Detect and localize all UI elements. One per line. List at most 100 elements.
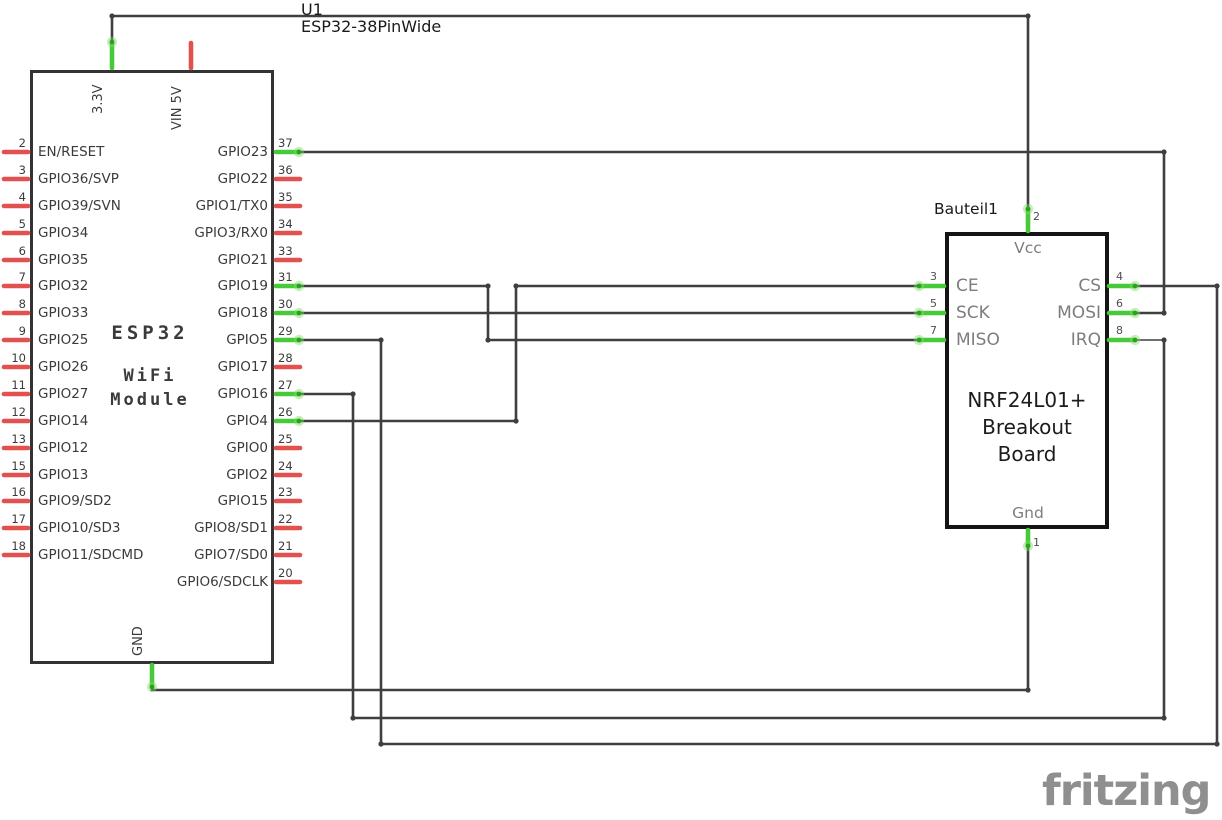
esp32-designator[interactable]: U1 [301,0,323,19]
pin-label: GPIO16 [217,386,268,402]
pin-label: GPIO5 [226,332,268,348]
nrf-pin-number: 3 [930,270,937,283]
pin-label: GPIO25 [38,332,89,348]
pin-label: EN/RESET [38,144,105,160]
pin-number: 6 [18,244,26,258]
pin-number: 21 [278,539,293,553]
pin-label: GPIO27 [38,386,89,402]
nrf24-component-body[interactable] [945,232,1109,529]
esp32-subtitle-line2: Module [110,390,190,410]
nrf24-designator[interactable]: Bauteil1 [934,200,999,218]
nrf-pin-label: CE [956,276,979,296]
pin-label: GPIO0 [226,440,268,456]
pin-label: GPIO13 [38,467,89,483]
pin-label: GPIO26 [38,359,89,375]
pin-number: 4 [18,190,26,204]
nrf-pin-label: CS [1078,276,1101,296]
nrf-title-line2: Breakout [982,415,1072,439]
pin-label: GPIO9/SD2 [38,493,112,509]
nrf-pin-number: 1 [1033,536,1040,549]
pin-label: GPIO1/TX0 [195,198,268,214]
nrf-pin-number: 2 [1033,210,1040,223]
esp32-part-name[interactable]: ESP32-38PinWide [301,17,442,36]
pin-label: GPIO32 [38,278,89,294]
pin-number: 7 [18,270,26,284]
pin-label: GPIO12 [38,440,89,456]
pin-label: GPIO14 [38,413,89,429]
pin-label: GPIO33 [38,305,89,321]
pin-number: 12 [11,405,26,419]
pin-label: GPIO23 [217,144,268,160]
pin-number: 16 [11,485,26,499]
nrf-title-line1: NRF24L01+ [967,388,1087,412]
pin-number: 23 [278,485,293,499]
fritzing-logo: fritzing [1042,766,1211,816]
esp32-chip-name: ESP32 [111,322,189,344]
pin-number: 11 [11,378,26,392]
wire-gpio19-to-miso[interactable] [299,284,919,342]
pin-number: 33 [278,244,293,258]
pin-label: GPIO6/SDCLK [176,574,268,590]
pin-number: 30 [278,297,293,311]
pin-number: 36 [278,163,293,177]
pin-label: GPIO15 [217,493,268,509]
esp32-subtitle-line1: WiFi [123,366,177,386]
esp32-component-body[interactable] [30,70,274,664]
pin-label: GPIO34 [38,225,89,241]
pin-number: 13 [11,432,26,446]
pin-number: 24 [278,459,293,473]
pin-label: GPIO19 [217,278,268,294]
pin-label: GPIO7/SD0 [194,547,268,563]
esp32-pin-label-3v3: 3.3V [91,84,106,114]
nrf-pin-number: 5 [930,297,937,310]
pin-number: 15 [11,459,26,473]
pin-number: 37 [278,136,293,150]
pin-number: 34 [278,217,293,231]
pin-number: 2 [18,136,26,150]
unconnected-pin-stubs[interactable] [1,40,303,585]
pin-number: 26 [278,405,293,419]
nrf-pin-number: 7 [930,324,937,337]
pin-number: 10 [11,351,26,365]
wire-3v3-to-vcc[interactable] [110,14,1030,208]
nrf-pin-label-gnd: Gnd [1012,504,1044,522]
pin-label: GPIO11/SDCMD [38,547,144,563]
wire-gpio23-to-mosi[interactable] [299,150,1166,315]
pin-label: GPIO18 [217,305,268,321]
nrf-pin-label: SCK [956,303,990,323]
nrf-pin-label: MOSI [1057,303,1101,323]
pin-number: 3 [18,163,26,177]
pin-label: GPIO8/SD1 [194,520,268,536]
pin-number: 17 [11,512,26,526]
pin-number: 27 [278,378,293,392]
pin-label: GPIO36/SVP [38,171,119,187]
pin-number: 9 [18,324,26,338]
pin-number: 22 [278,512,293,526]
nrf-pin-number: 6 [1116,297,1123,310]
pin-label: GPIO21 [217,252,268,268]
pin-label: GPIO4 [226,413,268,429]
pin-number: 25 [278,432,293,446]
pin-label: GPIO39/SVN [38,198,121,214]
wire-gpio5-to-cs[interactable] [299,284,1219,746]
nrf-pin-label: MISO [956,330,1000,350]
pin-number: 8 [18,297,26,311]
esp32-pin-label-gnd: GND [131,626,146,656]
pin-number: 18 [11,539,26,553]
pin-number: 35 [278,190,293,204]
nrf-pin-number: 4 [1116,270,1123,283]
pin-number: 5 [18,217,26,231]
connected-pin-stubs[interactable] [109,39,1138,690]
pin-label: GPIO10/SD3 [38,520,121,536]
pin-number: 31 [278,270,293,284]
pin-label: GPIO17 [217,359,268,375]
nrf-pin-label-vcc: Vcc [1014,239,1042,257]
connection-endpoints[interactable] [106,36,1141,693]
pin-number: 29 [278,324,293,338]
pin-number: 20 [278,566,293,580]
pin-label: GPIO22 [217,171,268,187]
nrf-pin-number: 8 [1116,324,1123,337]
nrf-title-line3: Board [997,442,1057,466]
wire-gpio4-to-ce[interactable] [299,284,919,423]
